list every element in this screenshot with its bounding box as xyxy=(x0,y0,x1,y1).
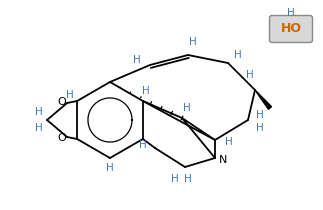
Text: H: H xyxy=(234,50,242,60)
Text: H: H xyxy=(246,70,254,80)
Text: H: H xyxy=(142,86,150,96)
Text: H: H xyxy=(183,103,191,113)
Text: H: H xyxy=(66,90,74,100)
Text: O: O xyxy=(58,97,67,107)
Text: H: H xyxy=(133,55,141,65)
Text: H: H xyxy=(171,174,179,184)
Text: HO: HO xyxy=(280,22,301,35)
Text: H: H xyxy=(256,123,264,133)
Text: H: H xyxy=(35,107,43,117)
Text: H: H xyxy=(256,110,264,120)
Text: N: N xyxy=(219,155,227,165)
Text: H: H xyxy=(35,123,43,133)
Text: H: H xyxy=(184,174,192,184)
Text: H: H xyxy=(287,8,295,18)
Text: H: H xyxy=(189,37,197,47)
Polygon shape xyxy=(255,90,272,109)
Text: H: H xyxy=(225,137,233,147)
FancyBboxPatch shape xyxy=(269,16,312,42)
Text: H: H xyxy=(106,163,114,173)
Text: O: O xyxy=(58,133,67,143)
Text: H: H xyxy=(139,140,147,150)
